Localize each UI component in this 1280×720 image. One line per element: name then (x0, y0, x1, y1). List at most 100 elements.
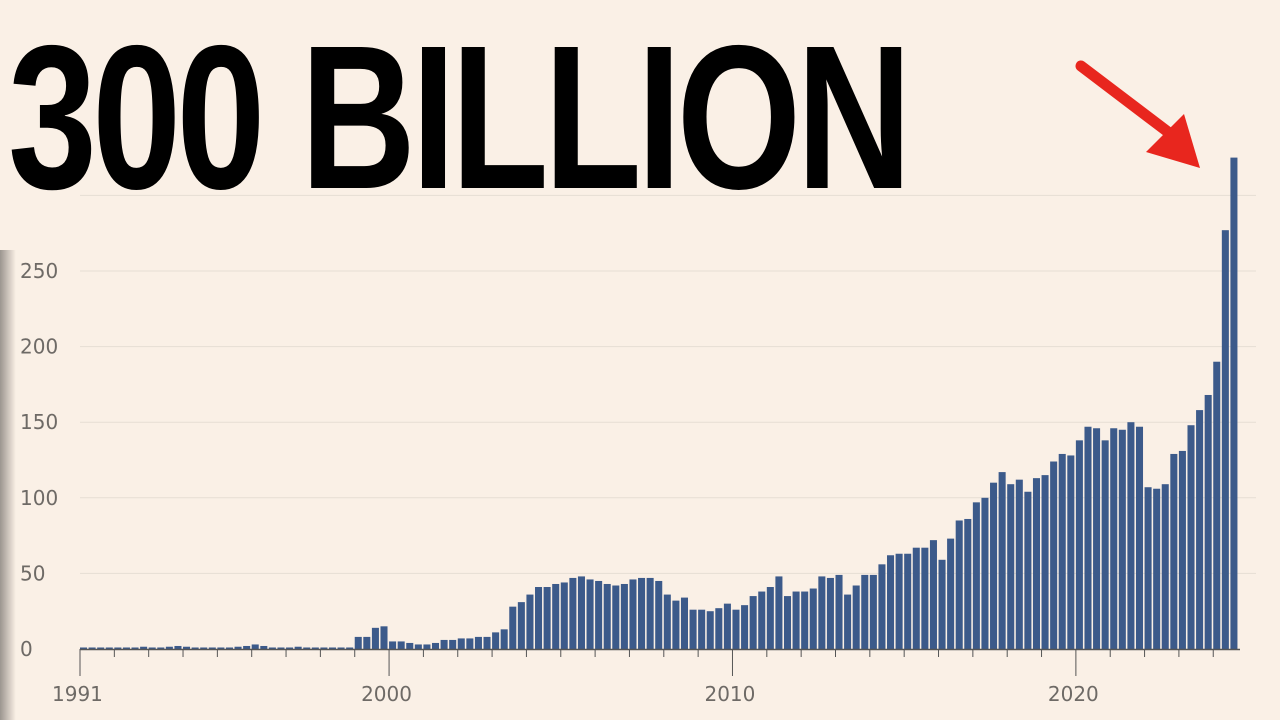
red-arrow-head (1146, 114, 1200, 168)
bar (921, 547, 929, 649)
headline-title: 300 BILLION (8, 3, 912, 232)
bar (569, 577, 577, 649)
bar (1084, 426, 1092, 649)
bar (1067, 455, 1075, 649)
bar (363, 636, 371, 649)
bar (809, 588, 817, 649)
bar (1153, 488, 1161, 649)
bar (165, 646, 173, 649)
bar (706, 611, 714, 649)
bar (423, 644, 431, 649)
bar (243, 645, 251, 649)
bar (1144, 487, 1152, 649)
bar (328, 647, 337, 649)
bar (955, 520, 963, 649)
bar (990, 482, 998, 649)
y-tick-label-100: 100 (20, 486, 58, 510)
bar (895, 553, 903, 649)
bar (492, 632, 500, 649)
bar (981, 497, 989, 649)
bar (766, 587, 774, 649)
bar (122, 647, 130, 649)
bar (535, 587, 543, 649)
bar (947, 538, 955, 649)
bar (844, 594, 852, 649)
bar (483, 636, 491, 649)
bar (97, 647, 105, 649)
bar (1050, 461, 1058, 649)
bar (887, 555, 895, 649)
bar (346, 647, 354, 649)
bar (912, 547, 920, 649)
bar (938, 559, 946, 649)
bar (1041, 475, 1049, 649)
bar (758, 591, 766, 649)
bar (1093, 428, 1101, 649)
bar (904, 553, 912, 649)
y-axis-labels: 0 50 100 150 200 250 (20, 259, 58, 661)
x-tick-label-2020: 2020 (1048, 682, 1099, 706)
bar (303, 647, 311, 649)
bar (389, 641, 397, 649)
bar (500, 629, 508, 649)
bar (526, 594, 534, 649)
bar (1178, 450, 1186, 649)
red-arrow-annotation (1075, 60, 1200, 168)
bar (620, 583, 628, 649)
bar (225, 647, 233, 649)
bar (878, 564, 886, 649)
bar (869, 574, 877, 649)
bar (1213, 361, 1221, 649)
bar (380, 626, 388, 649)
red-arrow-shaft (1075, 60, 1174, 138)
bar (826, 577, 834, 649)
bar (929, 540, 937, 649)
bar (775, 576, 783, 649)
bar (1101, 440, 1109, 649)
bar (698, 609, 706, 649)
y-tick-label-200: 200 (20, 335, 58, 359)
bar (1135, 426, 1144, 649)
bar (337, 647, 345, 649)
bar (88, 647, 96, 649)
bar (586, 579, 594, 649)
bar (1015, 479, 1023, 649)
bar (1127, 422, 1135, 649)
bar (1058, 453, 1066, 649)
bar (1075, 440, 1083, 649)
bar (431, 642, 440, 649)
bar (440, 639, 448, 649)
bar (140, 646, 148, 649)
bar (131, 647, 139, 649)
bar (612, 585, 620, 649)
bar (406, 642, 414, 649)
bar (1118, 429, 1126, 649)
bar (732, 609, 740, 649)
bar (852, 585, 860, 649)
bar (286, 647, 294, 649)
bar (517, 602, 525, 649)
y-tick-label-150: 150 (20, 410, 58, 434)
bar (998, 472, 1006, 649)
bar (234, 646, 242, 649)
bar (80, 647, 88, 649)
y-tick-label-0: 0 (20, 637, 33, 661)
bar (741, 605, 749, 649)
bar (183, 646, 191, 649)
bar (268, 647, 276, 649)
bar (1032, 478, 1040, 649)
bar (174, 645, 182, 649)
bar (311, 647, 319, 649)
bar (1024, 491, 1032, 649)
bar (1187, 425, 1195, 649)
bar (552, 583, 560, 649)
bar (715, 608, 723, 649)
x-axis: 1991 2000 2010 2020 (52, 648, 1240, 706)
bar (1110, 428, 1118, 649)
bar (1204, 394, 1212, 649)
bar (251, 644, 259, 649)
bar (663, 594, 671, 649)
bar (1230, 157, 1238, 649)
bar (801, 591, 809, 649)
bar (1161, 484, 1169, 649)
